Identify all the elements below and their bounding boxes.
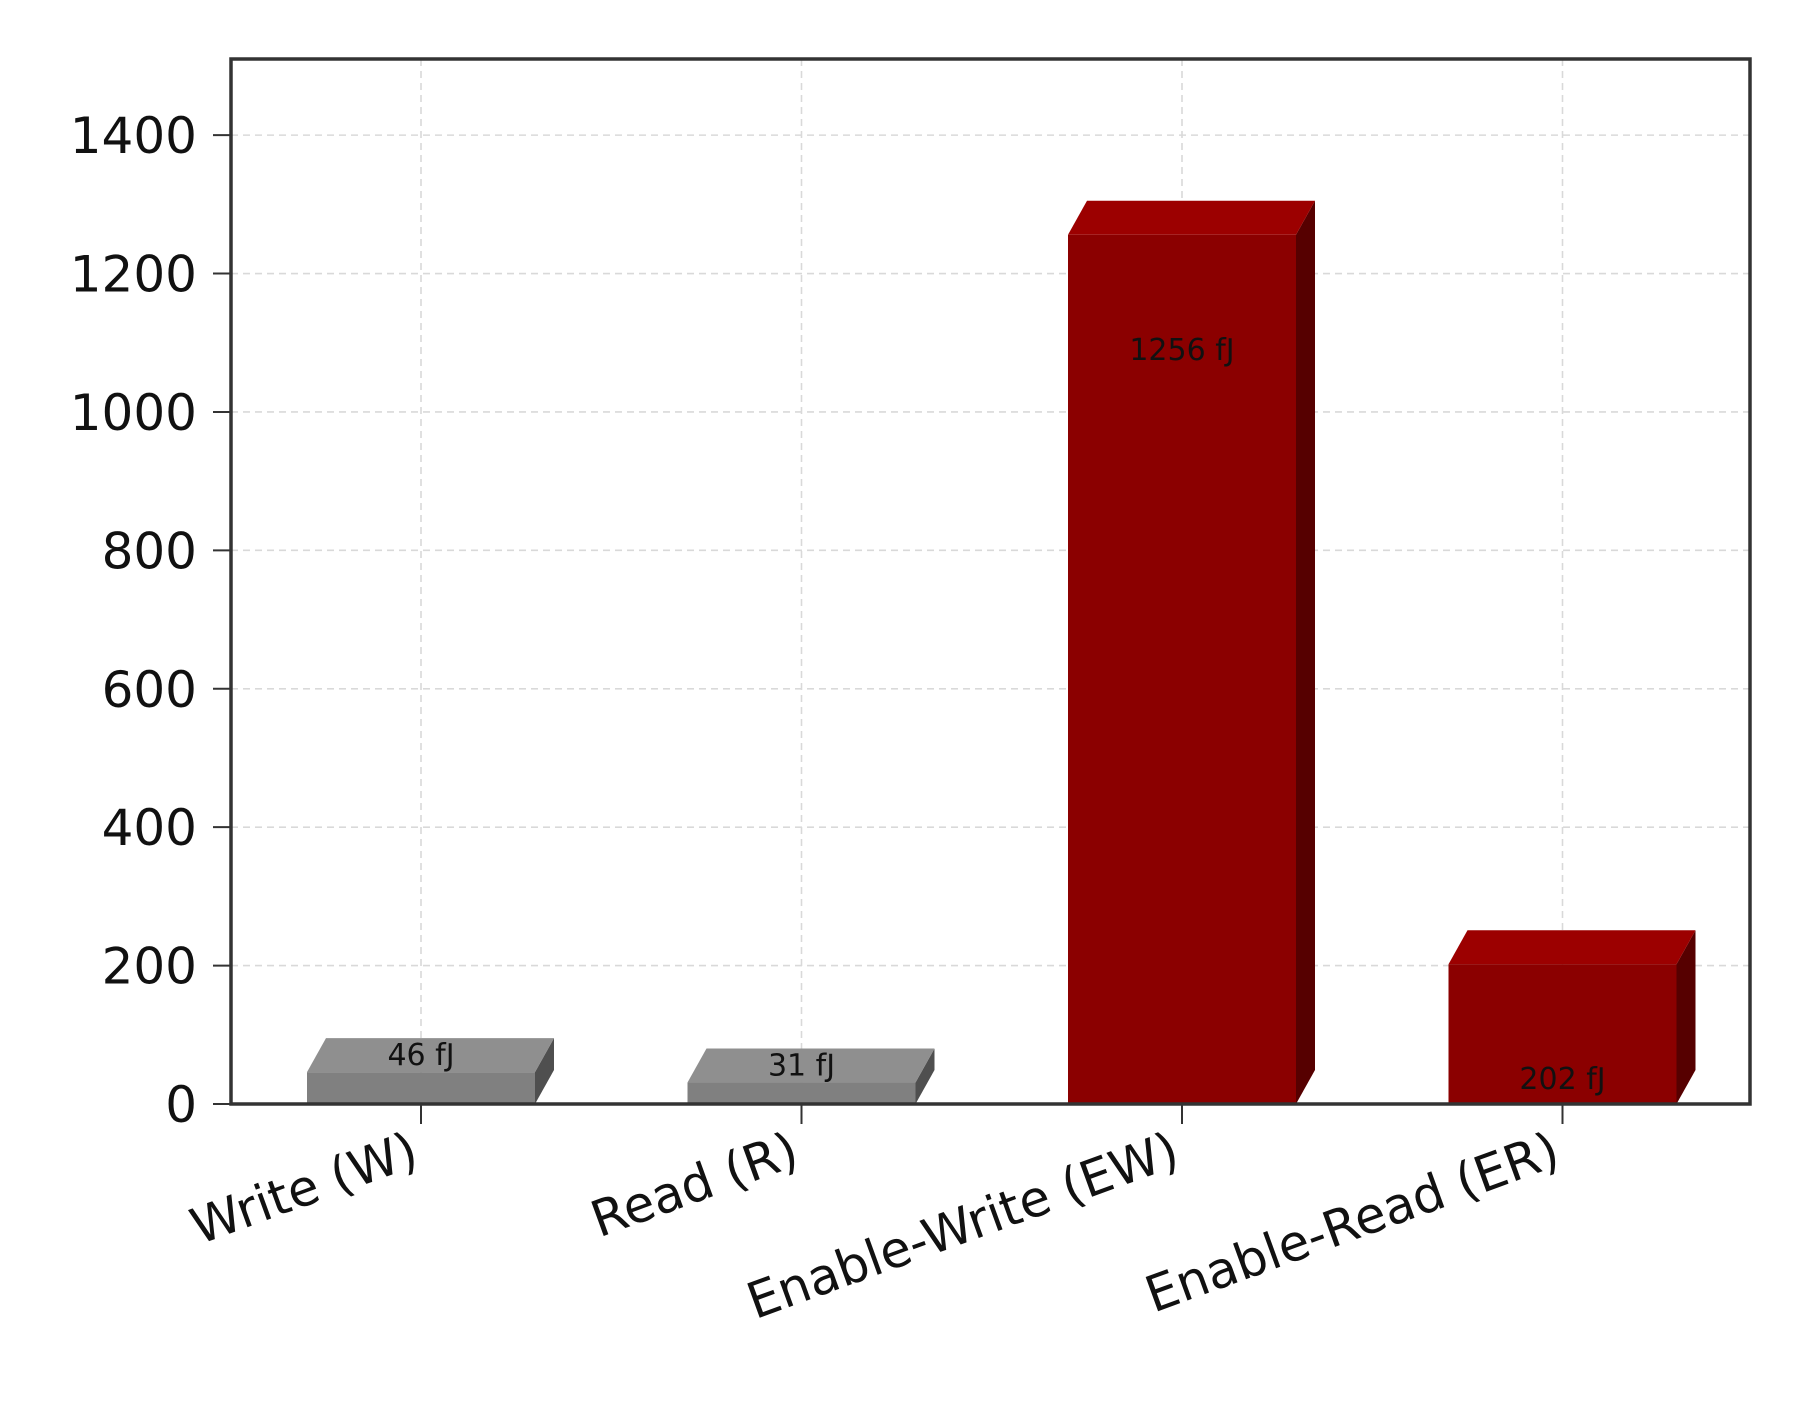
y-tick-label-1400: 1400 xyxy=(70,107,197,165)
y-tick-label-0: 0 xyxy=(165,1076,197,1134)
bar-3 xyxy=(1448,930,1696,1104)
y-tick-label-400: 400 xyxy=(102,799,197,857)
bar-side-0 xyxy=(535,1038,554,1104)
y-tick-label-200: 200 xyxy=(102,938,197,996)
data-label-3: 202 fJ xyxy=(1519,1062,1605,1097)
bar-top-1 xyxy=(687,1048,935,1083)
data-label-2: 1256 fJ xyxy=(1129,333,1234,368)
grid-layer xyxy=(231,59,1750,1105)
bar-top-0 xyxy=(307,1038,554,1073)
bar-0 xyxy=(307,1038,554,1104)
y-tick-label-600: 600 xyxy=(102,661,197,719)
bar-front-3 xyxy=(1448,964,1677,1104)
x-tick-label-1: Read (R) xyxy=(583,1121,805,1249)
y-tick-label-1200: 1200 xyxy=(70,246,197,304)
y-tick-label-800: 800 xyxy=(102,522,197,580)
bar-top-2 xyxy=(1068,200,1315,235)
plot-frame xyxy=(229,57,1752,1106)
bar-front-0 xyxy=(307,1072,535,1104)
y-tick-label-1000: 1000 xyxy=(70,384,197,442)
data-label-1: 31 fJ xyxy=(768,1049,835,1084)
bars-layer xyxy=(307,200,1696,1104)
data-labels-layer: 46 fJ 31 fJ 1256 fJ 202 fJ xyxy=(387,333,1605,1097)
x-tick-label-3: Enable-Read (ER) xyxy=(1138,1121,1567,1324)
bar-side-2 xyxy=(1296,200,1315,1104)
bar-2 xyxy=(1068,200,1315,1104)
data-label-0: 46 fJ xyxy=(387,1038,454,1073)
bar-top-3 xyxy=(1448,930,1696,965)
bar-side-1 xyxy=(915,1048,935,1104)
bar-front-2 xyxy=(1068,234,1296,1104)
bar-side-3 xyxy=(1676,930,1696,1104)
bar-1 xyxy=(687,1048,935,1104)
x-tick-label-2: Enable-Write (EW) xyxy=(739,1121,1186,1331)
bar-front-1 xyxy=(687,1082,916,1104)
plot-area xyxy=(231,59,1750,1104)
x-tick-label-0: Write (W) xyxy=(183,1121,425,1256)
